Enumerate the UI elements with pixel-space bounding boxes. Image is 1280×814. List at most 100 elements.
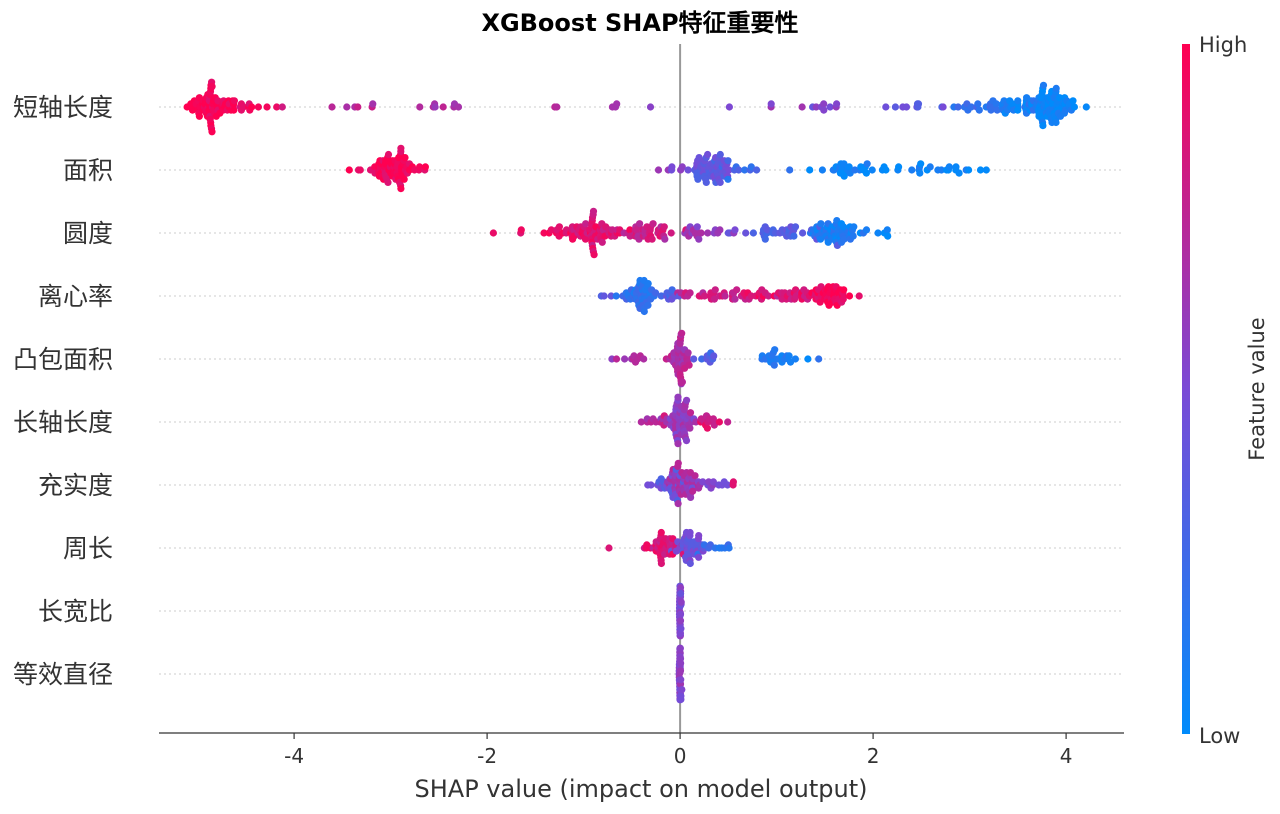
shap-point bbox=[812, 103, 820, 111]
shap-point bbox=[731, 226, 739, 234]
shap-point bbox=[798, 103, 806, 111]
shap-point bbox=[431, 103, 439, 111]
shap-point bbox=[1039, 122, 1047, 130]
colorbar-title: Feature value bbox=[1245, 317, 1269, 460]
shap-point bbox=[581, 235, 590, 243]
shap-point bbox=[710, 352, 718, 360]
shap-point bbox=[695, 532, 703, 540]
shap-point bbox=[908, 166, 916, 174]
shap-point bbox=[862, 226, 871, 234]
shap-point bbox=[884, 232, 892, 240]
feature-label: 短轴长度 bbox=[13, 93, 113, 122]
shap-point bbox=[914, 100, 923, 108]
shap-point bbox=[725, 103, 734, 111]
shap-point bbox=[416, 103, 424, 111]
shap-point bbox=[992, 100, 1001, 108]
shap-point bbox=[263, 103, 271, 111]
shap-point bbox=[764, 292, 773, 300]
feature-label: 离心率 bbox=[38, 282, 113, 311]
shap-point bbox=[644, 301, 652, 309]
x-tick-label: -4 bbox=[284, 744, 304, 768]
shap-point bbox=[239, 103, 248, 111]
shap-point bbox=[729, 478, 738, 486]
shap-point bbox=[553, 103, 561, 111]
shap-point bbox=[677, 676, 685, 684]
shap-point bbox=[761, 235, 769, 243]
shap-point bbox=[676, 667, 685, 675]
shap-point bbox=[840, 160, 848, 168]
shap-point bbox=[976, 166, 985, 174]
shap-point bbox=[686, 424, 694, 432]
shap-point bbox=[791, 223, 800, 231]
x-axis-title: SHAP value (impact on model output) bbox=[415, 775, 868, 803]
shap-point bbox=[384, 178, 392, 186]
shap-point bbox=[644, 280, 652, 288]
shap-point bbox=[747, 163, 755, 171]
shap-point bbox=[640, 355, 648, 363]
shap-point bbox=[657, 292, 665, 300]
shap-point bbox=[790, 232, 798, 240]
shap-point bbox=[397, 185, 405, 193]
shap-point bbox=[648, 235, 656, 243]
shap-point bbox=[661, 235, 669, 243]
shap-point bbox=[791, 355, 800, 363]
shap-point bbox=[678, 163, 686, 171]
shap-point bbox=[248, 103, 256, 111]
shap-point bbox=[369, 100, 377, 108]
shap-point bbox=[742, 229, 750, 237]
shap-point bbox=[725, 544, 733, 552]
shap-point bbox=[939, 103, 947, 111]
feature-label: 面积 bbox=[63, 156, 113, 185]
shap-point bbox=[677, 589, 685, 598]
feature-label: 凸包面积 bbox=[13, 345, 113, 374]
shap-point bbox=[820, 100, 828, 108]
shap-point bbox=[874, 229, 882, 237]
shap-point bbox=[839, 295, 847, 303]
shap-point bbox=[826, 103, 834, 111]
shap-point bbox=[735, 166, 743, 174]
shap-point bbox=[937, 166, 946, 174]
shap-point bbox=[660, 223, 668, 231]
shap-point bbox=[806, 166, 814, 174]
x-tick-label: -2 bbox=[477, 744, 497, 768]
shap-point bbox=[677, 598, 685, 606]
shap-point bbox=[1070, 103, 1078, 111]
feature-label: 等效直径 bbox=[13, 660, 113, 689]
shap-point bbox=[384, 150, 393, 159]
shap-point bbox=[345, 166, 353, 174]
feature-label: 周长 bbox=[63, 534, 113, 563]
shap-point bbox=[785, 352, 793, 360]
shap-point bbox=[416, 163, 424, 171]
shap-point bbox=[690, 355, 698, 363]
shap-point bbox=[677, 625, 685, 633]
shap-point bbox=[605, 544, 613, 552]
shap-point bbox=[328, 103, 336, 111]
shap-point bbox=[741, 166, 749, 174]
shap-point bbox=[1052, 118, 1060, 127]
x-axis-ticks: -4 -2 0 2 4 bbox=[284, 733, 1072, 768]
shap-point bbox=[668, 163, 676, 171]
shap-point bbox=[421, 163, 429, 171]
shap-point bbox=[771, 346, 779, 354]
shap-point bbox=[975, 106, 983, 114]
shap-point bbox=[868, 166, 876, 174]
shap-point bbox=[689, 487, 697, 495]
shap-point bbox=[678, 329, 686, 337]
shap-point bbox=[676, 644, 684, 653]
x-tick-label: 0 bbox=[674, 744, 687, 768]
shap-point bbox=[817, 220, 825, 228]
shap-point bbox=[676, 610, 685, 618]
shap-point bbox=[916, 169, 924, 177]
x-tick-label: 2 bbox=[867, 744, 880, 768]
shap-point bbox=[668, 286, 676, 294]
shap-point bbox=[693, 223, 701, 231]
shap-point bbox=[1039, 81, 1048, 89]
shap-point bbox=[540, 229, 548, 237]
shap-point bbox=[1082, 103, 1090, 111]
shap-point bbox=[753, 166, 761, 174]
shap-point bbox=[356, 166, 364, 174]
shap-point bbox=[547, 226, 555, 234]
shap-point bbox=[607, 292, 615, 300]
shap-point bbox=[686, 528, 694, 537]
